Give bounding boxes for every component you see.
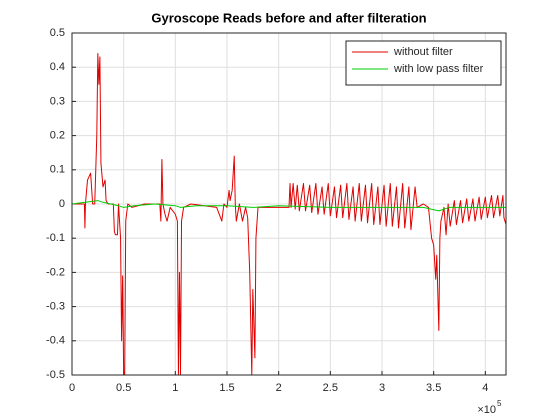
x-tick-label: 4 xyxy=(482,382,488,394)
legend-label: with low pass filter xyxy=(393,63,484,75)
y-tick-label: -0.3 xyxy=(46,301,65,313)
x-tick-label: 0.5 xyxy=(116,382,131,394)
y-tick-label: -0.2 xyxy=(46,266,65,278)
legend-box xyxy=(345,40,502,86)
x-tick-label: 0 xyxy=(69,382,75,394)
x-multiplier-exponent: 5 xyxy=(497,399,502,408)
series-line xyxy=(71,200,506,212)
y-tick-label: 0.3 xyxy=(50,95,65,107)
x-tick-label: 2.5 xyxy=(323,382,338,394)
y-tick-label: 0.2 xyxy=(50,130,65,142)
y-tick-label: 0.5 xyxy=(50,27,65,39)
x-multiplier: ×10 xyxy=(477,404,496,416)
y-tick-label: -0.1 xyxy=(46,232,65,244)
x-tick-label: 3 xyxy=(379,382,385,394)
x-tick-label: 2 xyxy=(276,382,282,394)
x-tick-label: 3.5 xyxy=(426,382,441,394)
axes-box xyxy=(71,32,507,376)
y-tick-label: -0.4 xyxy=(46,335,65,347)
y-tick-label: 0.4 xyxy=(50,61,65,73)
y-tick-label: -0.5 xyxy=(46,369,65,381)
chart-title: Gyroscope Reads before and after filtera… xyxy=(151,10,426,25)
y-tick-label: 0 xyxy=(59,198,65,210)
y-tick-label: 0.1 xyxy=(50,164,65,176)
legend-label: without filter xyxy=(393,46,453,58)
x-tick-label: 1.5 xyxy=(219,382,234,394)
x-tick-label: 1 xyxy=(172,382,178,394)
series-line xyxy=(72,53,507,376)
